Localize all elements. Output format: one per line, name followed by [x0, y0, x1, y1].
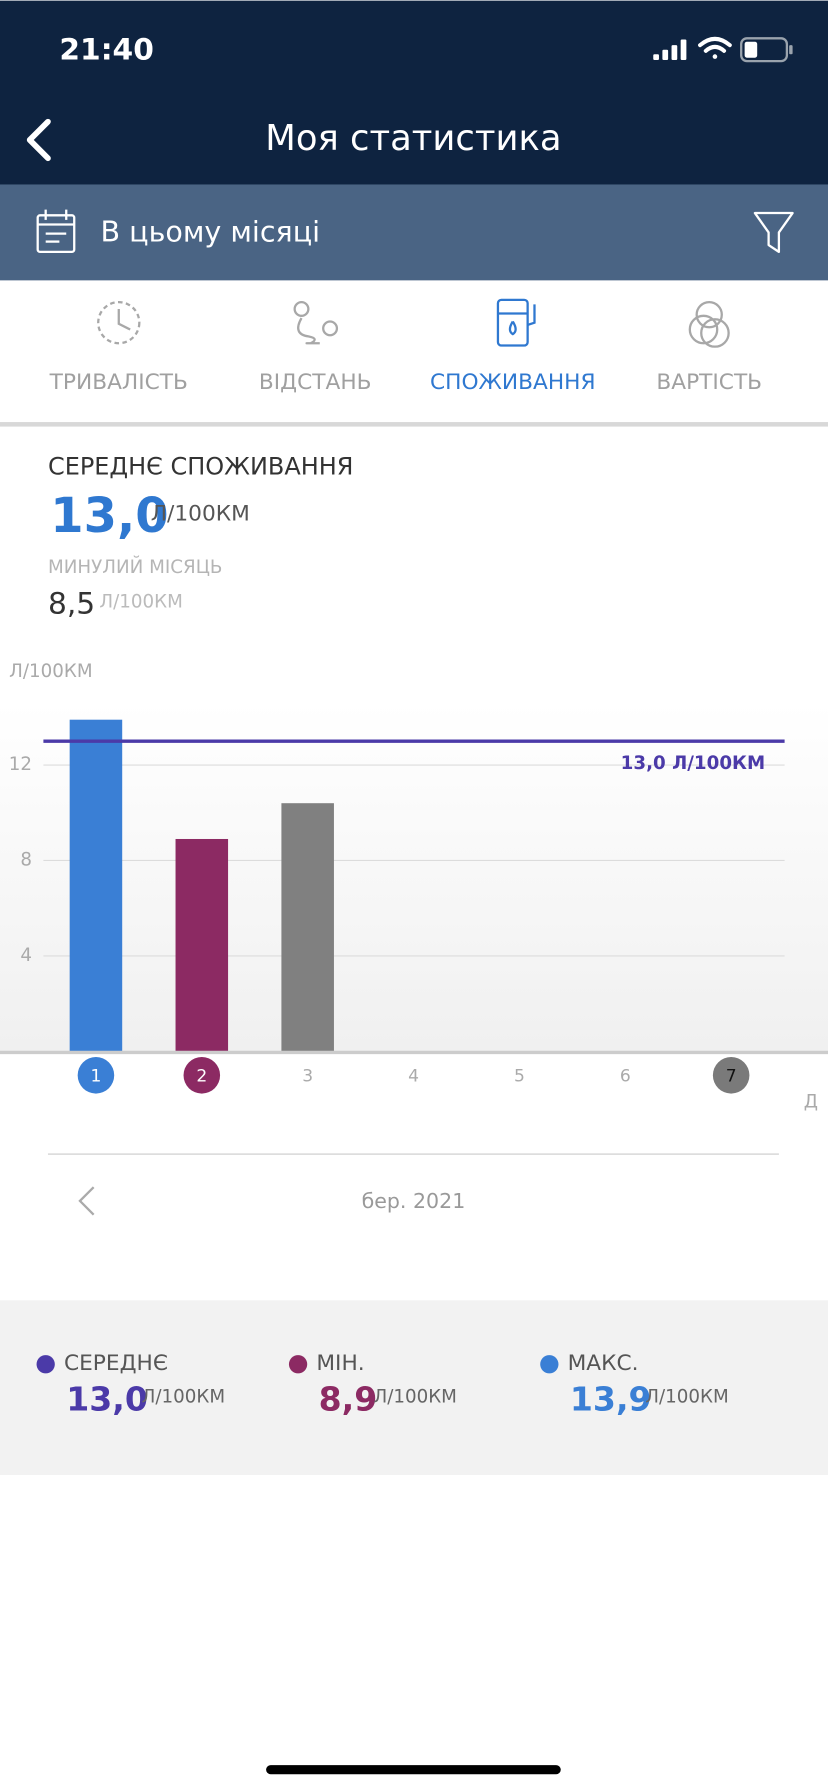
stat-value: 8,9 [319, 1379, 378, 1418]
stat-unit: Л/100КМ [373, 1386, 456, 1407]
home-indicator [266, 1765, 561, 1775]
status-time: 21:40 [59, 32, 154, 67]
distance-icon [293, 300, 339, 345]
x-tick-label: 3 [302, 1066, 313, 1086]
stat-unit: Л/100КМ [645, 1386, 728, 1407]
x-tick-label: 4 [408, 1066, 419, 1086]
stat-value: 13,0 [66, 1379, 148, 1418]
x-tick-label: 7 [726, 1066, 737, 1086]
stats: СЕРЕДНЄ13,0Л/100КММІН.8,9Л/100КММАКС.13,… [36, 1351, 729, 1418]
period-label: бер. 2021 [362, 1189, 466, 1213]
plot-bg [0, 702, 828, 1052]
tabs-bg [0, 280, 828, 424]
tab-label[interactable]: СПОЖИВАННЯ [430, 370, 596, 395]
bar [69, 719, 123, 1052]
y-axis-label: Л/100КМ [9, 661, 92, 682]
summary-title: СЕРЕДНЄ СПОЖИВАННЯ [48, 453, 354, 481]
stat-unit: Л/100КМ [142, 1386, 225, 1407]
summary-value: 13,0 [50, 488, 168, 544]
stat-label: МІН. [316, 1351, 364, 1376]
stats-bg [0, 1300, 828, 1476]
wifi-icon [698, 36, 732, 59]
bar [281, 803, 334, 1052]
tab-label[interactable]: ВАРТІСТЬ [656, 370, 762, 395]
summary-unit: Л/100КМ [151, 502, 250, 527]
signal-icon [653, 39, 687, 61]
tab-icons [97, 298, 730, 348]
previous-value: 8,5 [48, 586, 95, 621]
stat-value: 13,9 [570, 1379, 652, 1418]
consumption-icon [496, 298, 536, 347]
prev-period-button[interactable] [78, 1186, 95, 1216]
calendar-icon [36, 209, 76, 254]
tabs: ТРИВАЛІСТЬ ВІДСТАНЬ СПОЖИВАННЯ ВАРТІСТЬ [49, 370, 762, 395]
previous-unit: Л/100КМ [99, 591, 182, 612]
filter-icon[interactable] [753, 211, 794, 254]
tab-label[interactable]: ВІДСТАНЬ [259, 370, 372, 395]
category-badge [77, 1057, 115, 1094]
category-badge [712, 1057, 750, 1094]
y-tick-label: 12 [9, 754, 32, 775]
y-tick-label: 4 [20, 945, 32, 966]
tabs-shadow [0, 422, 828, 427]
stat-label: СЕРЕДНЄ [64, 1351, 168, 1376]
duration-icon [97, 300, 141, 345]
header-title: Моя статистика [265, 118, 561, 159]
header-bg [0, 0, 828, 185]
x-axis-label: Д [804, 1092, 818, 1113]
reference-label: 13,0 Л/100КМ [621, 753, 766, 774]
category-badge [183, 1057, 221, 1094]
cost-icon [688, 300, 730, 348]
stat-label: МАКС. [568, 1351, 639, 1376]
filter-bar[interactable] [0, 184, 828, 281]
stat-dot [288, 1355, 308, 1374]
x-tick-label: 2 [196, 1066, 207, 1086]
bar [175, 838, 229, 1052]
stat-dot [36, 1355, 55, 1374]
tab-label[interactable]: ТРИВАЛІСТЬ [49, 370, 188, 395]
x-tick-label: 1 [90, 1066, 101, 1086]
x-tick-label: 5 [514, 1066, 525, 1086]
battery-icon [740, 37, 793, 63]
previous-label: МИНУЛИЙ МІСЯЦЬ [48, 556, 222, 578]
y-tick-label: 8 [20, 849, 32, 870]
filter-label: В цьому місяці [101, 215, 321, 249]
stat-dot [540, 1355, 559, 1374]
x-tick-label: 6 [620, 1066, 631, 1086]
back-button[interactable] [26, 118, 51, 162]
